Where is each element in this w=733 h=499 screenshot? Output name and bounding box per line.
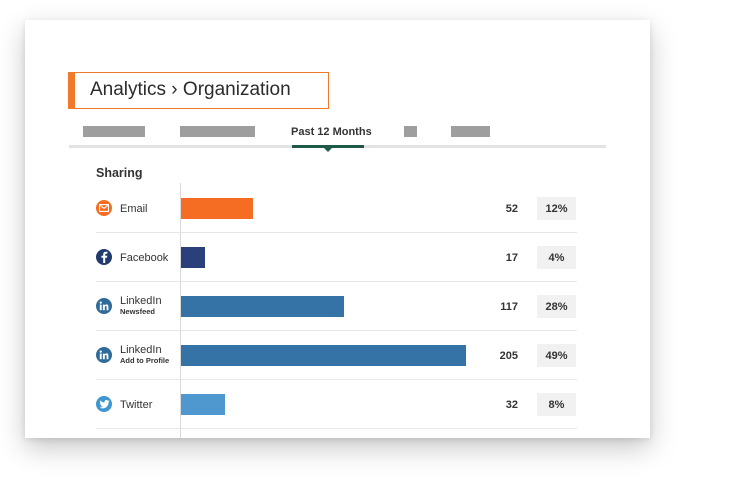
chart-axis-line xyxy=(180,183,181,438)
percent-badge: 8% xyxy=(537,393,576,416)
chart-bar-linkedin-add-to-profile xyxy=(181,345,466,366)
row-divider xyxy=(96,330,577,331)
count-value: 52 xyxy=(505,203,518,215)
chart-row-linkedin-newsfeed: LinkedIn Newsfeed 117 28% xyxy=(25,282,650,331)
chart-row-linkedin-add-to-profile: LinkedIn Add to Profile 205 49% xyxy=(25,331,650,380)
active-tab-notch xyxy=(324,148,332,152)
tab-placeholder-2[interactable] xyxy=(180,126,255,137)
row-divider xyxy=(96,232,577,233)
channel-label: Email xyxy=(120,203,148,215)
channel-label: Facebook xyxy=(120,252,169,264)
chart-bar-facebook xyxy=(181,247,205,268)
linkedin-icon xyxy=(96,347,112,363)
chart-row-facebook: Facebook 17 4% xyxy=(25,233,650,282)
linkedin-icon xyxy=(96,298,112,314)
page-title-box: Analytics › Organization xyxy=(68,72,329,109)
chart-bar-twitter xyxy=(181,394,225,415)
sharing-chart: Email 52 12% Facebook 17 4% LinkedIn xyxy=(25,20,650,438)
count-value: 117 xyxy=(500,301,518,313)
count-value: 32 xyxy=(505,399,518,411)
percent-badge: 12% xyxy=(537,197,576,220)
facebook-icon xyxy=(96,249,112,265)
channel-label: LinkedIn Add to Profile xyxy=(120,344,170,365)
percent-badge: 28% xyxy=(537,295,576,318)
email-icon xyxy=(96,200,112,216)
channel-label: Twitter xyxy=(120,399,153,411)
chart-row-email: Email 52 12% xyxy=(25,184,650,233)
row-divider xyxy=(96,379,577,380)
count-value: 205 xyxy=(499,350,518,362)
analytics-card: Analytics › Organization Past 12 Months … xyxy=(25,20,650,438)
chart-row-twitter: Twitter 32 8% xyxy=(25,380,650,429)
row-divider xyxy=(96,281,577,282)
channel-sublabel: Add to Profile xyxy=(120,356,170,365)
chart-bar-linkedin-newsfeed xyxy=(181,296,344,317)
channel-label: LinkedIn Newsfeed xyxy=(120,295,162,316)
section-heading: Sharing xyxy=(96,166,143,180)
channel-sublabel: Newsfeed xyxy=(120,307,156,316)
twitter-icon xyxy=(96,396,112,412)
page-title: Analytics › Organization xyxy=(90,79,291,100)
tab-placeholder-3[interactable] xyxy=(404,126,417,137)
percent-badge: 49% xyxy=(537,344,576,367)
active-tab-underline xyxy=(292,145,364,148)
percent-badge: 4% xyxy=(537,246,576,269)
tab-placeholder-1[interactable] xyxy=(83,126,145,137)
tab-past-12-months[interactable]: Past 12 Months xyxy=(291,126,372,138)
tab-placeholder-4[interactable] xyxy=(451,126,490,137)
row-divider xyxy=(96,428,577,429)
count-value: 17 xyxy=(505,252,518,264)
chart-bar-email xyxy=(181,198,253,219)
tab-bar: Past 12 Months xyxy=(69,120,606,152)
